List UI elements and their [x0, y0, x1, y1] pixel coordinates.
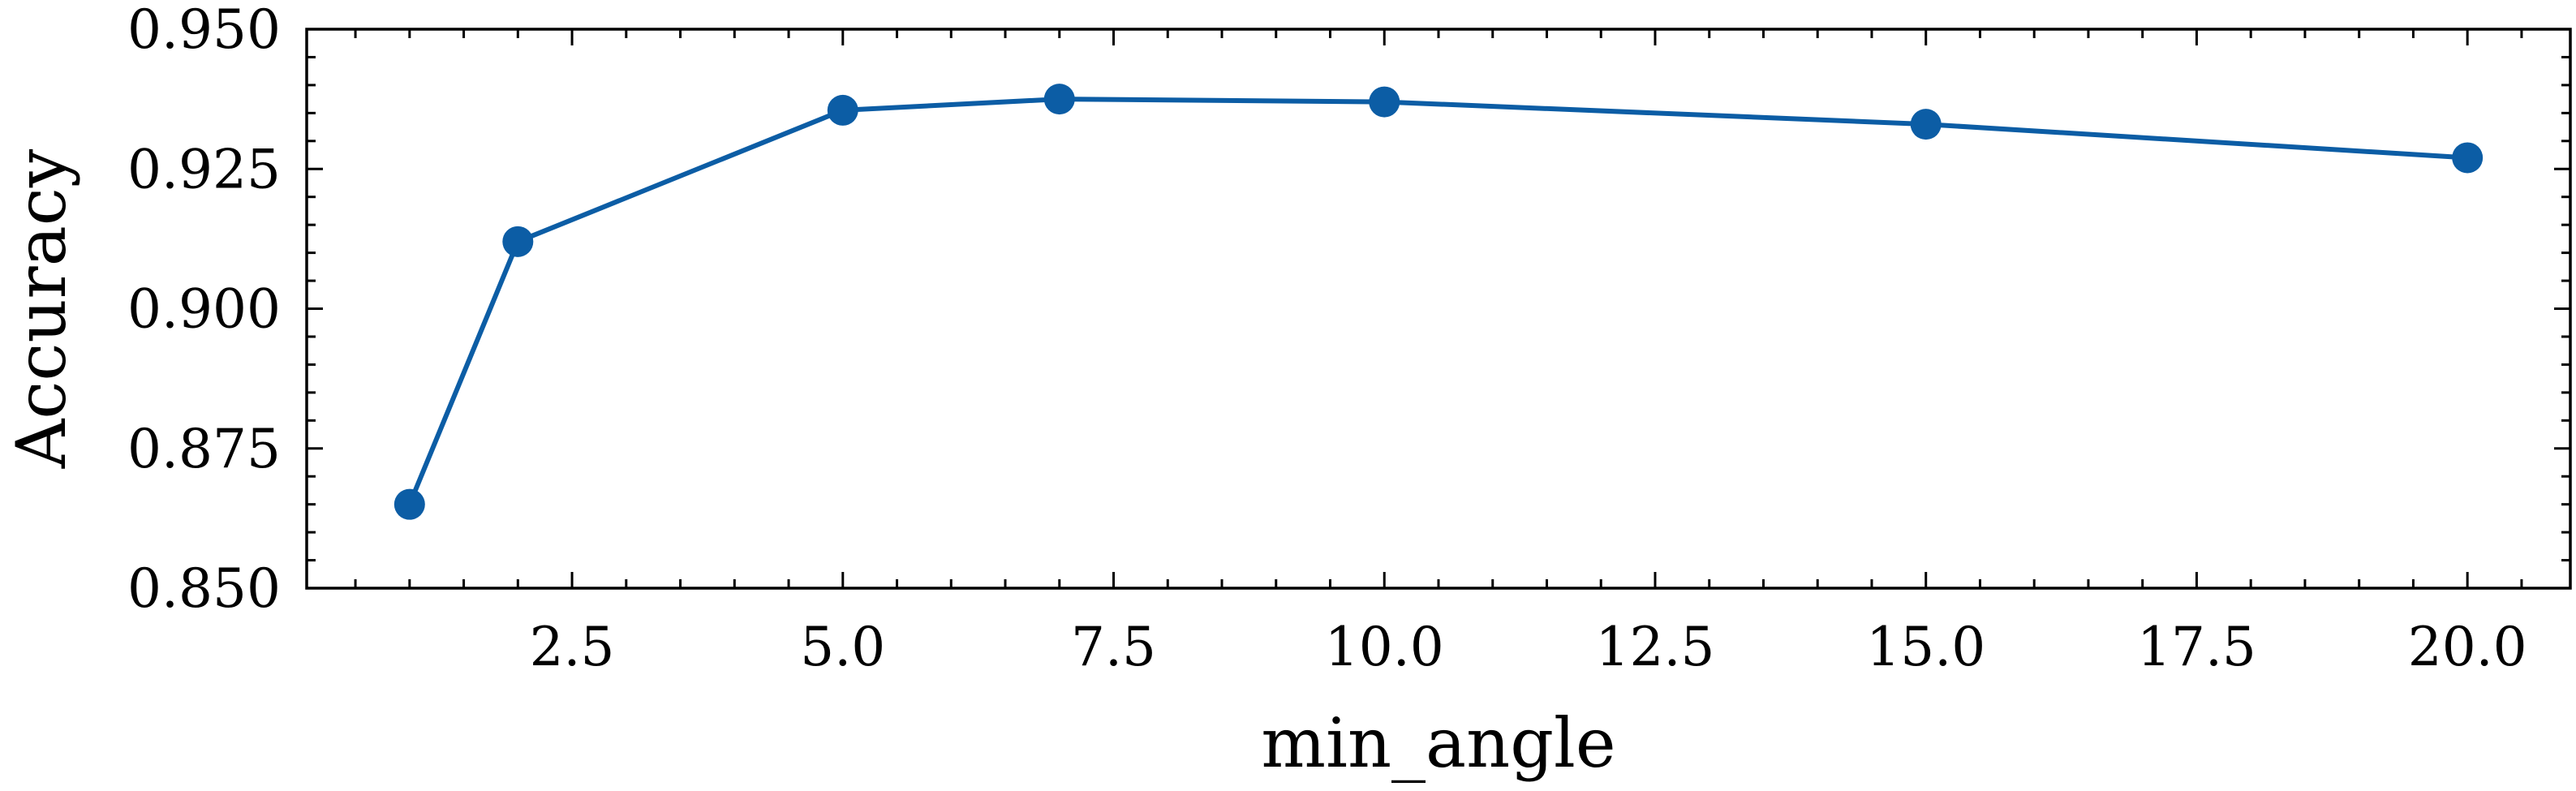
x-tick-label: 20.0 [2408, 616, 2527, 678]
data-point [2452, 142, 2484, 174]
data-points [393, 84, 2484, 520]
series-line [407, 97, 2468, 505]
x-tick-label: 17.5 [2137, 616, 2256, 678]
x-tick-label: 2.5 [530, 616, 615, 678]
y-tick-label: 0.950 [127, 0, 281, 61]
x-axis-title: min_angle [1261, 703, 1615, 783]
x-tick-label: 12.5 [1596, 616, 1715, 678]
x-tick-label: 15.0 [1866, 616, 1985, 678]
data-point [502, 226, 534, 257]
y-tick-label: 0.850 [127, 557, 281, 620]
minor-ticks [307, 29, 2570, 588]
x-tick-label: 7.5 [1071, 616, 1156, 678]
series-group [393, 84, 2484, 520]
major-ticks [307, 28, 2570, 590]
x-tick-label: 10.0 [1325, 616, 1444, 678]
data-point [1910, 109, 1942, 140]
y-tick-label: 0.875 [127, 418, 281, 480]
y-tick-labels: 0.850 0.875 0.900 0.925 0.950 [127, 0, 281, 620]
data-point [1043, 84, 1075, 115]
x-tick-label: 5.0 [800, 616, 885, 678]
data-point [393, 488, 425, 520]
data-point [1369, 86, 1400, 118]
plot-frame [305, 28, 2572, 590]
y-tick-label: 0.925 [127, 138, 281, 200]
y-axis-title: Accuracy [2, 148, 81, 469]
y-tick-label: 0.900 [127, 278, 281, 341]
x-tick-labels: 2.5 5.0 7.5 10.0 12.5 15.0 17.5 20.0 [530, 616, 2527, 678]
data-point [827, 94, 858, 126]
